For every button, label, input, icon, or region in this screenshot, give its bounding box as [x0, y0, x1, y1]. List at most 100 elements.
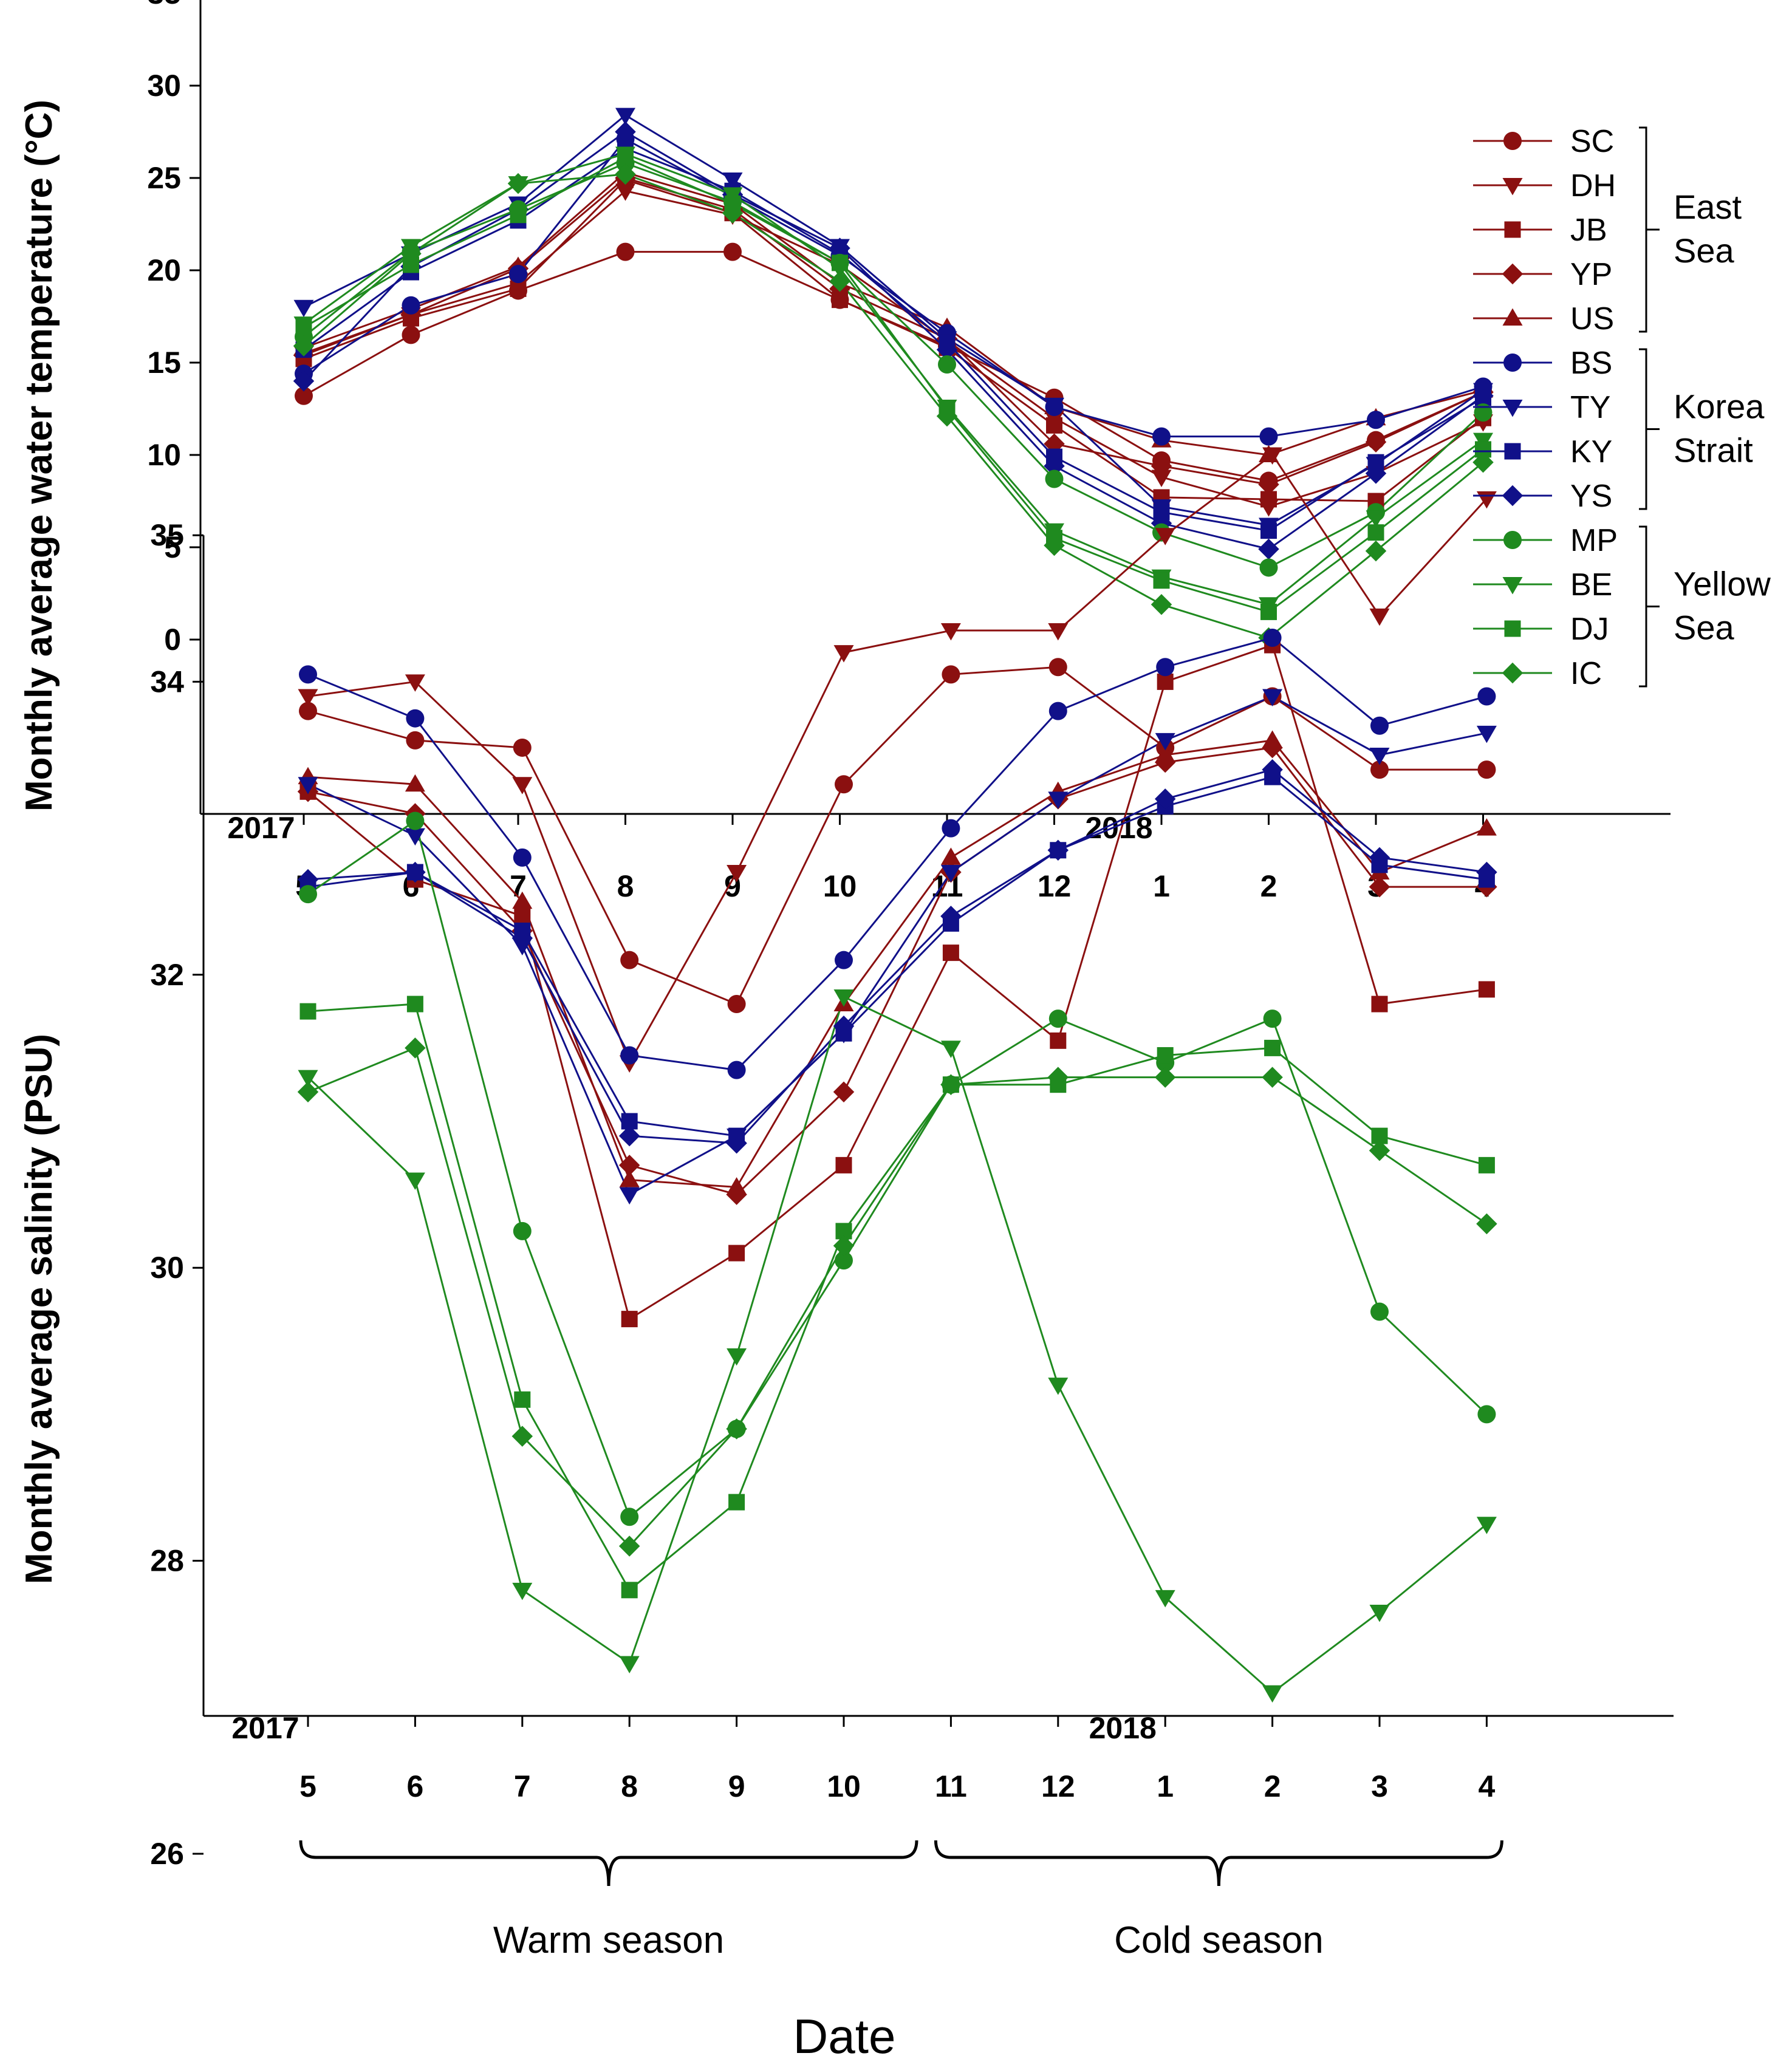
season-label-warm-season: Warm season: [493, 1919, 724, 1961]
legend-label-sc: SC: [1570, 124, 1614, 159]
point-bs-1: [1156, 658, 1175, 677]
y-tick-label: 26: [150, 1837, 184, 1871]
point-be-8: [619, 1656, 640, 1673]
series-line-ys: [307, 768, 1487, 1144]
legend-marker-us: [1502, 308, 1523, 326]
point-be-1: [1155, 1590, 1175, 1608]
point-bs-6: [406, 709, 425, 728]
point-us-1: [1155, 745, 1175, 762]
legend-label-dh: DH: [1570, 168, 1616, 203]
point-dh-2: [1262, 447, 1283, 465]
y-tick-label: 32: [150, 958, 184, 992]
point-sc-4: [1477, 760, 1496, 779]
series-line-ic: [307, 1047, 1488, 1548]
point-ys-5: [293, 371, 315, 392]
point-be-4: [1476, 1517, 1497, 1534]
point-sc-6: [402, 326, 420, 344]
y-tick-label: 35: [147, 0, 181, 10]
point-bs-2: [1263, 629, 1282, 647]
point-ys-9: [726, 1132, 747, 1154]
point-dj-8: [621, 1582, 638, 1599]
season-brackets: Warm season Cold season: [299, 1840, 1503, 1961]
point-ys-12: [1047, 839, 1069, 861]
point-ic-3: [1369, 1139, 1390, 1161]
legend-marker-ys: [1502, 485, 1524, 507]
point-mp-7: [513, 1221, 532, 1240]
series-line-dj: [307, 1003, 1487, 1592]
point-bs-5: [299, 665, 317, 684]
y-tick-label: 30: [150, 1251, 184, 1285]
point-bs-10: [835, 951, 853, 969]
point-bs-3: [1370, 716, 1389, 735]
point-ys-4: [1472, 385, 1494, 406]
point-dh-6: [405, 674, 425, 692]
point-ys-2: [1258, 538, 1279, 560]
point-be-6: [405, 1172, 425, 1190]
x-tick-label: 3: [1371, 1769, 1388, 1803]
x-tick-label: 8: [621, 1769, 638, 1803]
y-axis-title: Monthly average water temperature (°C): [18, 100, 60, 811]
point-mp-3: [1370, 1302, 1389, 1321]
point-jb-3: [1371, 996, 1388, 1013]
point-sc-11: [942, 665, 960, 684]
point-mp-6: [406, 811, 425, 830]
x-tick-label: 12: [1041, 1769, 1075, 1803]
point-dj-6: [406, 996, 423, 1013]
point-bs-12: [1048, 702, 1067, 720]
point-bs-8: [620, 1046, 639, 1065]
point-ys-5: [297, 869, 319, 890]
point-dh-12: [1048, 623, 1069, 641]
x-tick-label: 1: [1157, 1769, 1174, 1803]
season-bracket-cold-season: [934, 1840, 1503, 1887]
point-ys-7: [511, 927, 533, 949]
series-line-bs: [307, 637, 1487, 1071]
point-sc-8: [620, 951, 639, 969]
y-axis-title: Monthly average salinity (PSU): [18, 1034, 60, 1584]
x-tick-label: 10: [823, 869, 857, 903]
series-line-dh: [303, 190, 1484, 508]
legend-marker-ic: [1502, 662, 1524, 684]
point-yp-10: [833, 1081, 855, 1103]
legend-marker-ty: [1502, 400, 1523, 417]
legend-label-jb: JB: [1570, 213, 1607, 248]
point-dh-11: [940, 623, 961, 641]
legend: SC DH JB YP US East Sea BS TY KY YS Korea Strait MP BE…: [1473, 124, 1771, 691]
point-be-2: [1262, 1685, 1283, 1703]
point-ys-10: [833, 1015, 855, 1037]
point-dj-1: [1157, 1047, 1174, 1064]
point-be-7: [512, 1582, 533, 1600]
point-ic-11: [940, 1074, 962, 1095]
point-mp-12: [1048, 1009, 1067, 1028]
point-ic-12: [1047, 1067, 1069, 1088]
point-sc-10: [835, 775, 853, 794]
x-tick-label: 7: [514, 1769, 531, 1803]
point-sc-3: [1370, 760, 1389, 779]
legend-label-be: BE: [1570, 567, 1612, 603]
point-ic-4: [1476, 1213, 1497, 1235]
y-tick-label: 15: [147, 346, 181, 380]
point-dj-5: [295, 319, 312, 336]
point-jb-8: [621, 1311, 638, 1328]
legend-label-ty: TY: [1570, 390, 1610, 425]
point-ic-12: [1044, 535, 1065, 556]
point-mp-2: [1259, 558, 1278, 577]
legend-label-us: US: [1570, 301, 1614, 336]
y-tick-label: 28: [150, 1544, 184, 1578]
x-tick-label: 12: [1038, 869, 1072, 903]
legend-group-label-yellow: Yellow: [1674, 565, 1771, 603]
point-dj-10: [832, 254, 848, 272]
point-ty-8: [615, 108, 635, 126]
point-mp-11: [938, 355, 956, 374]
point-ic-5: [297, 1081, 319, 1103]
point-dj-3: [1367, 524, 1384, 541]
point-be-11: [940, 1040, 961, 1058]
point-dh-10: [833, 645, 854, 663]
point-be-10: [833, 989, 854, 1007]
point-ic-6: [405, 1037, 426, 1059]
legend-label-mp: MP: [1570, 523, 1618, 558]
point-mp-10: [835, 1251, 853, 1270]
point-bs-7: [509, 265, 527, 284]
point-sc-9: [727, 995, 746, 1014]
